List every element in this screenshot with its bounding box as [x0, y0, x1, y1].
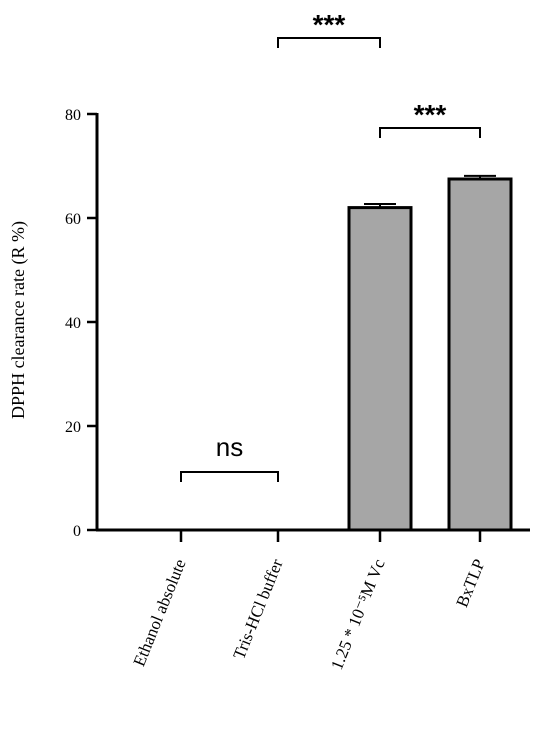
- significance-label-1: ***: [414, 99, 447, 130]
- significance-bracket-0: [277, 37, 381, 48]
- bar-3: [447, 177, 513, 532]
- y-tick-label-0: 0: [73, 523, 81, 540]
- y-tick-label-60: 60: [65, 211, 81, 228]
- x-category-label-0: Ethanol absolute: [129, 556, 189, 669]
- y-axis-label: DPPH clearance rate (R %): [8, 221, 29, 419]
- significance-label-0: ***: [313, 9, 346, 40]
- significance-label-2: ns: [216, 432, 243, 462]
- y-tick-label-20: 20: [65, 419, 81, 436]
- bar-2: [347, 206, 413, 532]
- x-category-label-2: 1.25 * 10⁻⁵M Vc: [327, 556, 389, 673]
- y-tick-label-40: 40: [65, 315, 81, 332]
- plot-area: 0 20 40 60 80 Ethanol absolute Tris-HCl buffer…: [65, 9, 530, 672]
- x-category-label-3: BxTLP: [452, 556, 488, 610]
- x-category-label-1: Tris-HCl buffer: [229, 556, 287, 662]
- y-tick-label-80: 80: [65, 107, 81, 124]
- significance-bracket-2: [180, 471, 279, 482]
- significance-bracket-1: [379, 127, 481, 138]
